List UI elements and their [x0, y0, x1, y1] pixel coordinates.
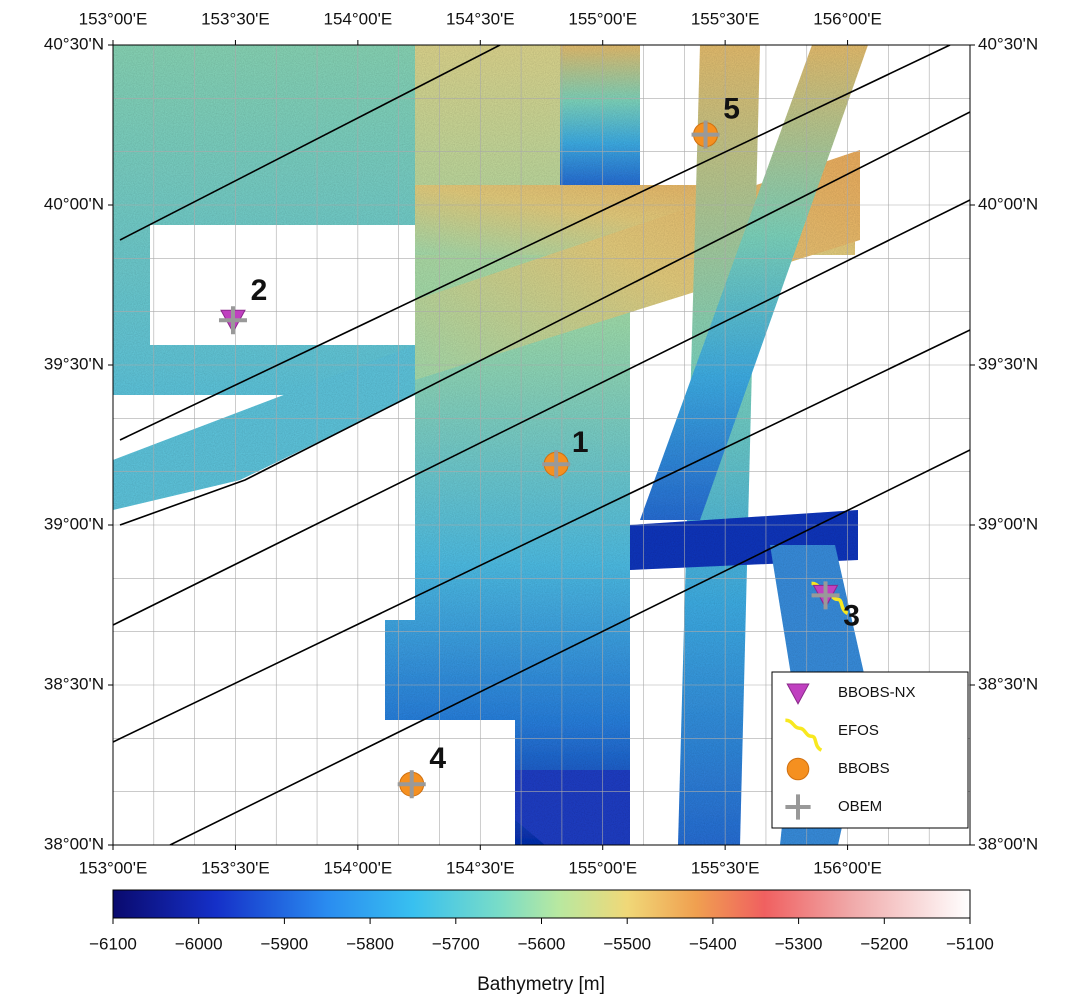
lat-tick-label: 40°30'N	[978, 34, 1038, 53]
station	[218, 306, 247, 335]
station	[542, 450, 571, 479]
obem-symbol	[542, 450, 571, 479]
lon-tick-label: 154°00'E	[324, 858, 393, 877]
colorbar-tick-label: −5300	[775, 934, 823, 953]
obem-symbol	[785, 794, 811, 820]
legend-label: OBEM	[838, 798, 882, 815]
isochron	[113, 199, 970, 626]
lat-tick-label: 40°30'N	[44, 34, 104, 53]
obem-symbol	[811, 581, 840, 610]
station	[811, 581, 849, 615]
lat-tick-label: 39°30'N	[44, 354, 104, 373]
colorbar-tick-label: −5900	[261, 934, 309, 953]
lon-tick-label: 156°00'E	[813, 858, 882, 877]
lon-tick-label: 153°30'E	[201, 858, 270, 877]
swath	[560, 45, 640, 185]
legend-label: EFOS	[838, 722, 879, 739]
isochrons	[113, 45, 970, 845]
isochron	[119, 45, 951, 441]
legend-label: BBOBS-NX	[838, 684, 916, 701]
lon-tick-label: 156°00'E	[813, 9, 882, 28]
colorbar-tick-label: −5200	[860, 934, 908, 953]
lon-tick-label: 153°00'E	[79, 858, 148, 877]
bathymetry-swaths	[113, 45, 870, 845]
swath	[113, 345, 415, 510]
lat-tick-label: 38°30'N	[44, 674, 104, 693]
isochron	[119, 111, 970, 526]
lat-tick-label: 38°00'N	[44, 834, 104, 853]
lon-tick-label: 153°00'E	[79, 9, 148, 28]
efos-symbol	[785, 718, 823, 752]
colorbar-tick-label: −6100	[89, 934, 137, 953]
obem-symbol	[218, 306, 247, 335]
lat-tick-label: 40°00'N	[978, 194, 1038, 213]
lat-tick-label: 38°00'N	[978, 834, 1038, 853]
lat-tick-label: 39°00'N	[44, 514, 104, 533]
map-frame	[112, 44, 971, 846]
station-label: 2	[251, 274, 268, 307]
lon-tick-label: 154°00'E	[324, 9, 393, 28]
colorbar	[112, 889, 971, 919]
colorbar-tick-label: −5100	[946, 934, 994, 953]
station-label: 5	[723, 93, 740, 126]
legend-box	[771, 671, 969, 829]
lon-tick-label: 155°00'E	[568, 9, 637, 28]
colorbar-tick-label: −6000	[175, 934, 223, 953]
lon-tick-label: 155°00'E	[568, 858, 637, 877]
lat-tick-label: 39°00'N	[978, 514, 1038, 533]
lon-tick-label: 153°30'E	[201, 9, 270, 28]
legend: BBOBS-NX EFOS BBOBS OBEM	[785, 683, 916, 820]
obem-symbol	[397, 770, 426, 799]
bbobs-nx-symbol	[786, 683, 810, 705]
colorbar-tick-label: −5500	[603, 934, 651, 953]
isochron	[169, 449, 970, 845]
station	[397, 770, 426, 799]
colorbar-tick-label: −5400	[689, 934, 737, 953]
lat-tick-label: 39°30'N	[978, 354, 1038, 373]
isochron	[113, 329, 970, 743]
station-label: 1	[572, 426, 589, 459]
station-label: 4	[429, 742, 446, 775]
swath	[515, 770, 630, 845]
obem-symbol	[691, 120, 720, 149]
colorbar-title: Bathymetry [m]	[477, 974, 605, 995]
bbobs-symbol	[786, 757, 810, 781]
station-label: 3	[843, 599, 860, 632]
colorbar-tick-label: −5700	[432, 934, 480, 953]
swath	[113, 45, 415, 395]
lon-tick-label: 154°30'E	[446, 858, 515, 877]
lat-tick-label: 40°00'N	[44, 194, 104, 213]
isochron	[119, 45, 501, 241]
lat-tick-label: 38°30'N	[978, 674, 1038, 693]
station	[691, 120, 720, 149]
lon-tick-label: 155°30'E	[691, 858, 760, 877]
legend-label: BBOBS	[838, 760, 890, 777]
swath	[640, 45, 868, 520]
colorbar-tick-label: −5800	[346, 934, 394, 953]
colorbar-tick-label: −5600	[518, 934, 566, 953]
lon-tick-label: 154°30'E	[446, 9, 515, 28]
stations: 1 2 3 4 5	[218, 93, 860, 799]
lon-tick-label: 155°30'E	[691, 9, 760, 28]
